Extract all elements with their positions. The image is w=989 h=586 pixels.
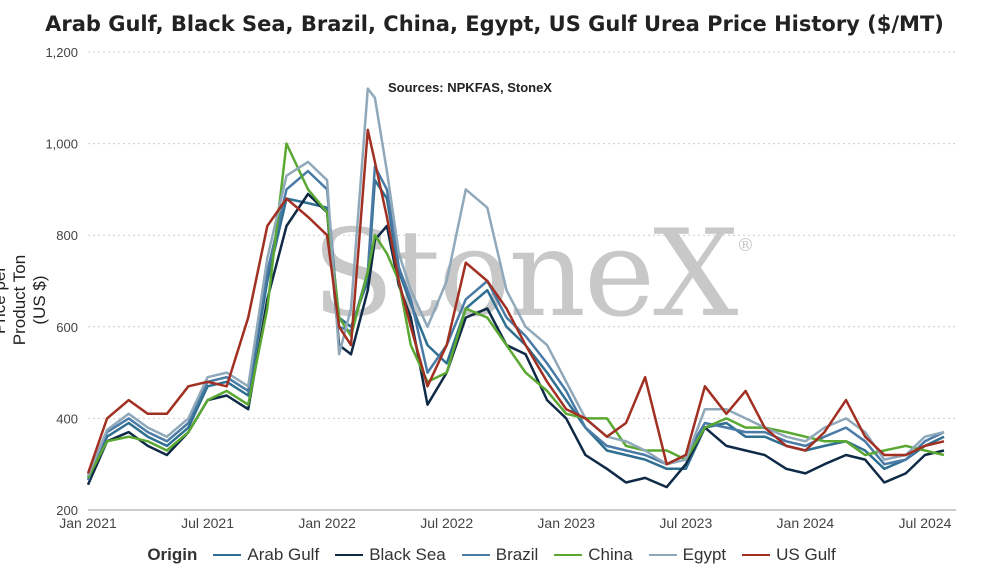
y-tick-label: 200 — [56, 503, 78, 518]
y-tick-label: 1,200 — [45, 45, 78, 60]
chart-subtitle: Sources: NPKFAS, StoneX — [388, 80, 552, 95]
series-line-us-gulf — [86, 128, 945, 474]
legend-item[interactable]: Arab Gulf — [213, 545, 319, 565]
x-tick-label: Jul 2021 — [181, 515, 234, 531]
legend-swatch — [554, 554, 583, 556]
registered-mark: ® — [736, 235, 754, 256]
chart-title: Arab Gulf, Black Sea, Brazil, China, Egy… — [45, 12, 944, 36]
legend-swatch — [213, 554, 242, 556]
legend-label: Black Sea — [369, 545, 446, 564]
legend-swatch — [461, 554, 490, 556]
legend-label: China — [588, 545, 633, 564]
series-line-black-sea — [86, 192, 945, 489]
y-tick-label: 1,000 — [45, 137, 78, 152]
legend-title: Origin — [147, 545, 198, 564]
x-tick-label: Jan 2024 — [777, 515, 835, 531]
x-tick-label: Jan 2021 — [59, 515, 117, 531]
legend-item[interactable]: US Gulf — [742, 545, 836, 565]
legend-label: Arab Gulf — [247, 545, 320, 564]
legend-swatch — [742, 554, 771, 556]
legend-item[interactable]: Egypt — [648, 545, 727, 565]
legend-label: Brazil — [495, 545, 539, 564]
x-tick-label: Jul 2024 — [898, 515, 951, 531]
x-tick-label: Jan 2023 — [537, 515, 595, 531]
x-tick-label: Jan 2022 — [298, 515, 356, 531]
series-line-china — [86, 142, 945, 479]
legend-items: Arab Gulf Black Sea Brazil China Egypt US Gul… — [213, 545, 841, 565]
legend: Origin Arab Gulf Black Sea Brazil China Egyp… — [0, 545, 989, 565]
stonex-watermark: StoneX® — [312, 205, 754, 344]
legend-item[interactable]: Black Sea — [335, 545, 446, 565]
series-line-egypt — [86, 87, 945, 477]
x-tick-label: Jul 2023 — [659, 515, 712, 531]
legend-label: Egypt — [682, 545, 727, 564]
y-tick-label: 400 — [56, 411, 78, 426]
y-tick-label: 800 — [56, 228, 78, 243]
legend-item[interactable]: China — [554, 545, 633, 565]
legend-item[interactable]: Brazil — [461, 545, 539, 565]
legend-swatch — [335, 554, 364, 556]
watermark-text: StoneX — [312, 205, 738, 344]
legend-label: US Gulf — [776, 545, 836, 564]
y-tick-label: 600 — [56, 320, 78, 335]
x-tick-label: Jul 2022 — [420, 515, 473, 531]
legend-swatch — [648, 554, 677, 556]
